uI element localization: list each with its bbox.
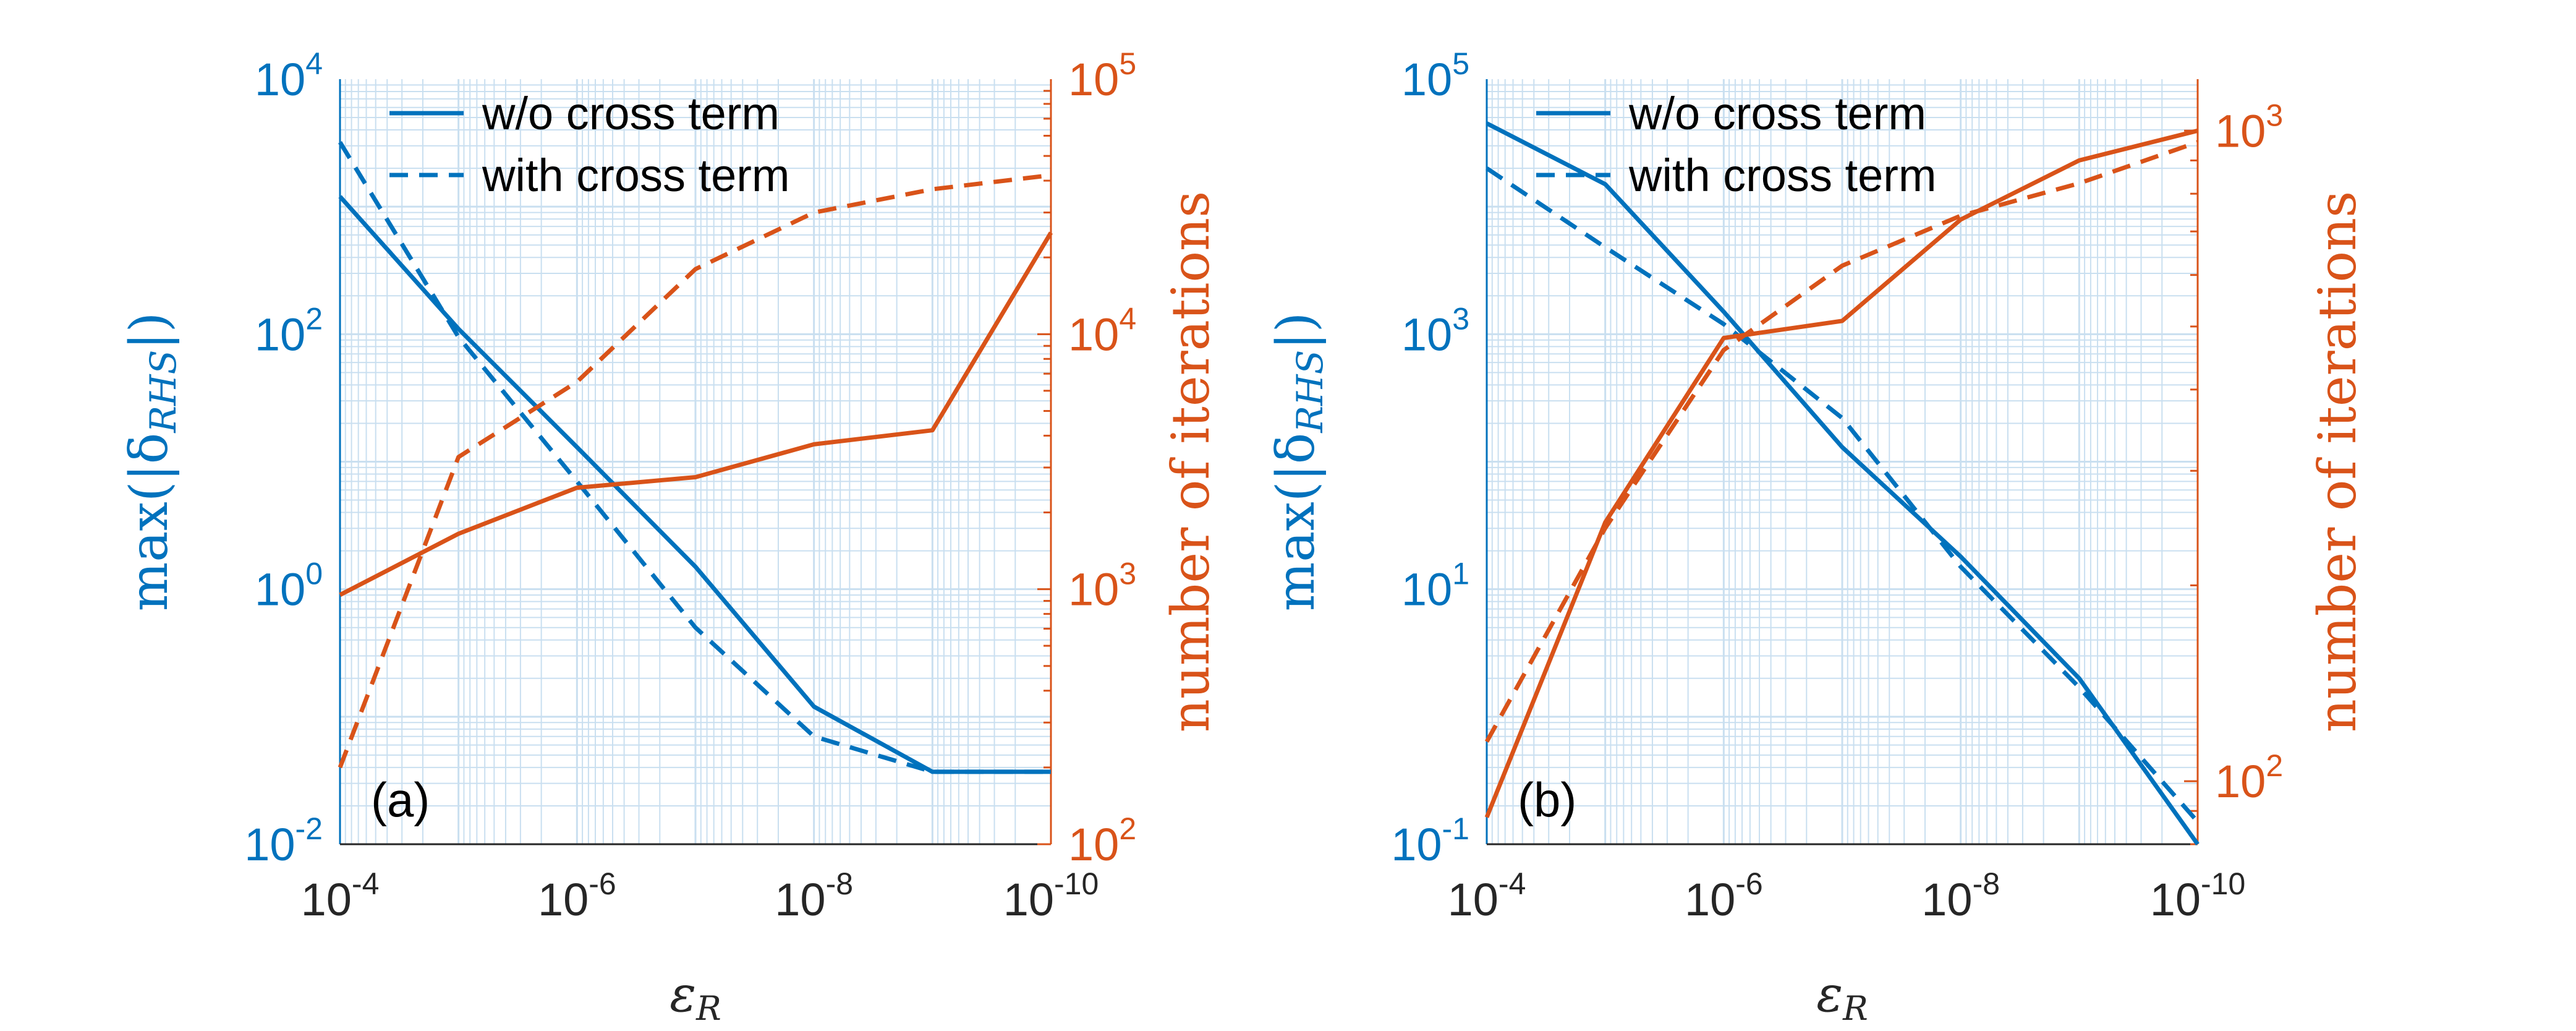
panel-label: (b): [1518, 772, 1576, 827]
y-left-tick-label: 101: [1401, 557, 1469, 615]
x-tick-label: 10-6: [538, 866, 616, 925]
panel-label: (a): [371, 772, 430, 827]
y-left-tick-label: 10-1: [1391, 811, 1469, 870]
y-right-tick-label: 105: [1068, 46, 1136, 105]
legend-label: with cross term: [1628, 150, 1937, 201]
legend-label: with cross term: [482, 150, 790, 201]
y-right-tick-label: 103: [2215, 98, 2283, 156]
y-right-label: number of iterations: [2307, 191, 2368, 733]
y-left-label: max(|δRHS|): [1265, 312, 1331, 612]
y-left-tick-label: 102: [255, 301, 323, 360]
y-right-tick-label: 103: [1068, 557, 1136, 615]
series-line-left-solid: [1486, 121, 2200, 846]
y-left-tick-label: 100: [255, 557, 323, 615]
series-line-right-solid: [1484, 128, 2198, 818]
y-left-tick-label: 105: [1401, 46, 1469, 105]
x-label: εR: [670, 965, 721, 1028]
y-right-tick-label: 102: [1068, 811, 1136, 870]
grid: [340, 79, 1052, 845]
x-tick-label: 10-6: [1685, 866, 1763, 925]
panel-b: 10-4 10-6 10-8 10-10 105 103 101 10-1 103 102 max(…: [1265, 46, 2368, 1028]
x-tick-label: 10-4: [301, 866, 380, 925]
legend-label: w/o cross term: [1628, 88, 1926, 139]
x-tick-label: 10-4: [1448, 866, 1526, 925]
grid: [1487, 79, 2199, 845]
y-right-label: number of iterations: [1160, 191, 1221, 733]
legend-label: w/o cross term: [482, 88, 780, 139]
series-line-left-solid: [338, 195, 1051, 774]
x-label: εR: [1816, 965, 1868, 1028]
y-left-tick-label: 103: [1401, 301, 1469, 360]
y-right-tick-label: 102: [2215, 748, 2283, 807]
x-tick-label: 10-8: [1921, 866, 2000, 925]
series-line-right-dashed: [1484, 140, 2199, 743]
y-right-tick-label: 104: [1068, 301, 1136, 360]
y-left-label: max(|δRHS|): [119, 312, 184, 612]
series-line-right-dashed: [338, 173, 1052, 769]
series-line-right-solid: [339, 231, 1053, 597]
series-line-left-dashed: [338, 141, 1051, 774]
x-tick-label: 10-10: [2150, 866, 2246, 925]
x-tick-label: 10-8: [775, 866, 853, 925]
y-left-tick-label: 10-2: [244, 811, 323, 870]
x-tick-label: 10-10: [1003, 866, 1099, 925]
panel-a: 10-4 10-6 10-8 10-10 104 102 100 10-2 105 104 103 1…: [119, 46, 1221, 1028]
y-left-tick-label: 104: [255, 46, 323, 105]
